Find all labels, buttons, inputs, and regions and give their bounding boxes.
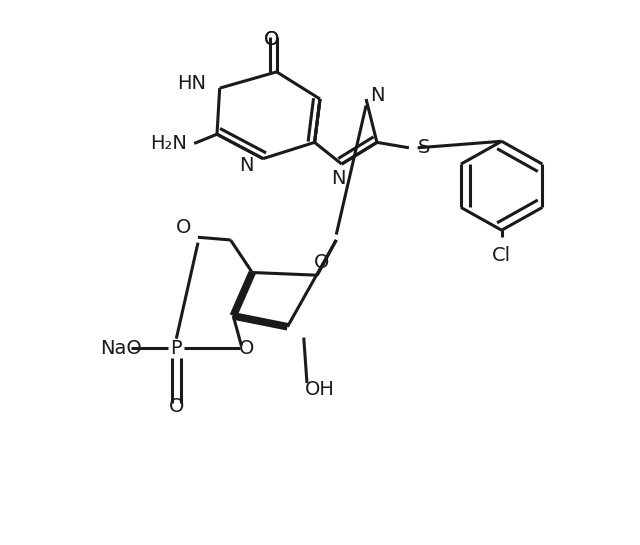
Text: O: O [175, 218, 191, 237]
Text: O: O [314, 253, 330, 272]
Text: N: N [331, 169, 346, 189]
Text: O: O [168, 397, 184, 416]
Text: O: O [264, 30, 279, 49]
Text: P: P [170, 339, 182, 358]
Text: HN: HN [177, 74, 206, 93]
Text: N: N [370, 86, 385, 105]
Text: O: O [239, 339, 255, 358]
Text: H₂N: H₂N [150, 134, 187, 153]
Text: Cl: Cl [492, 246, 511, 265]
Text: OH: OH [305, 379, 335, 398]
Text: O: O [264, 30, 279, 49]
Text: NaO: NaO [100, 339, 142, 358]
Text: S: S [418, 138, 430, 158]
Text: N: N [239, 156, 254, 174]
